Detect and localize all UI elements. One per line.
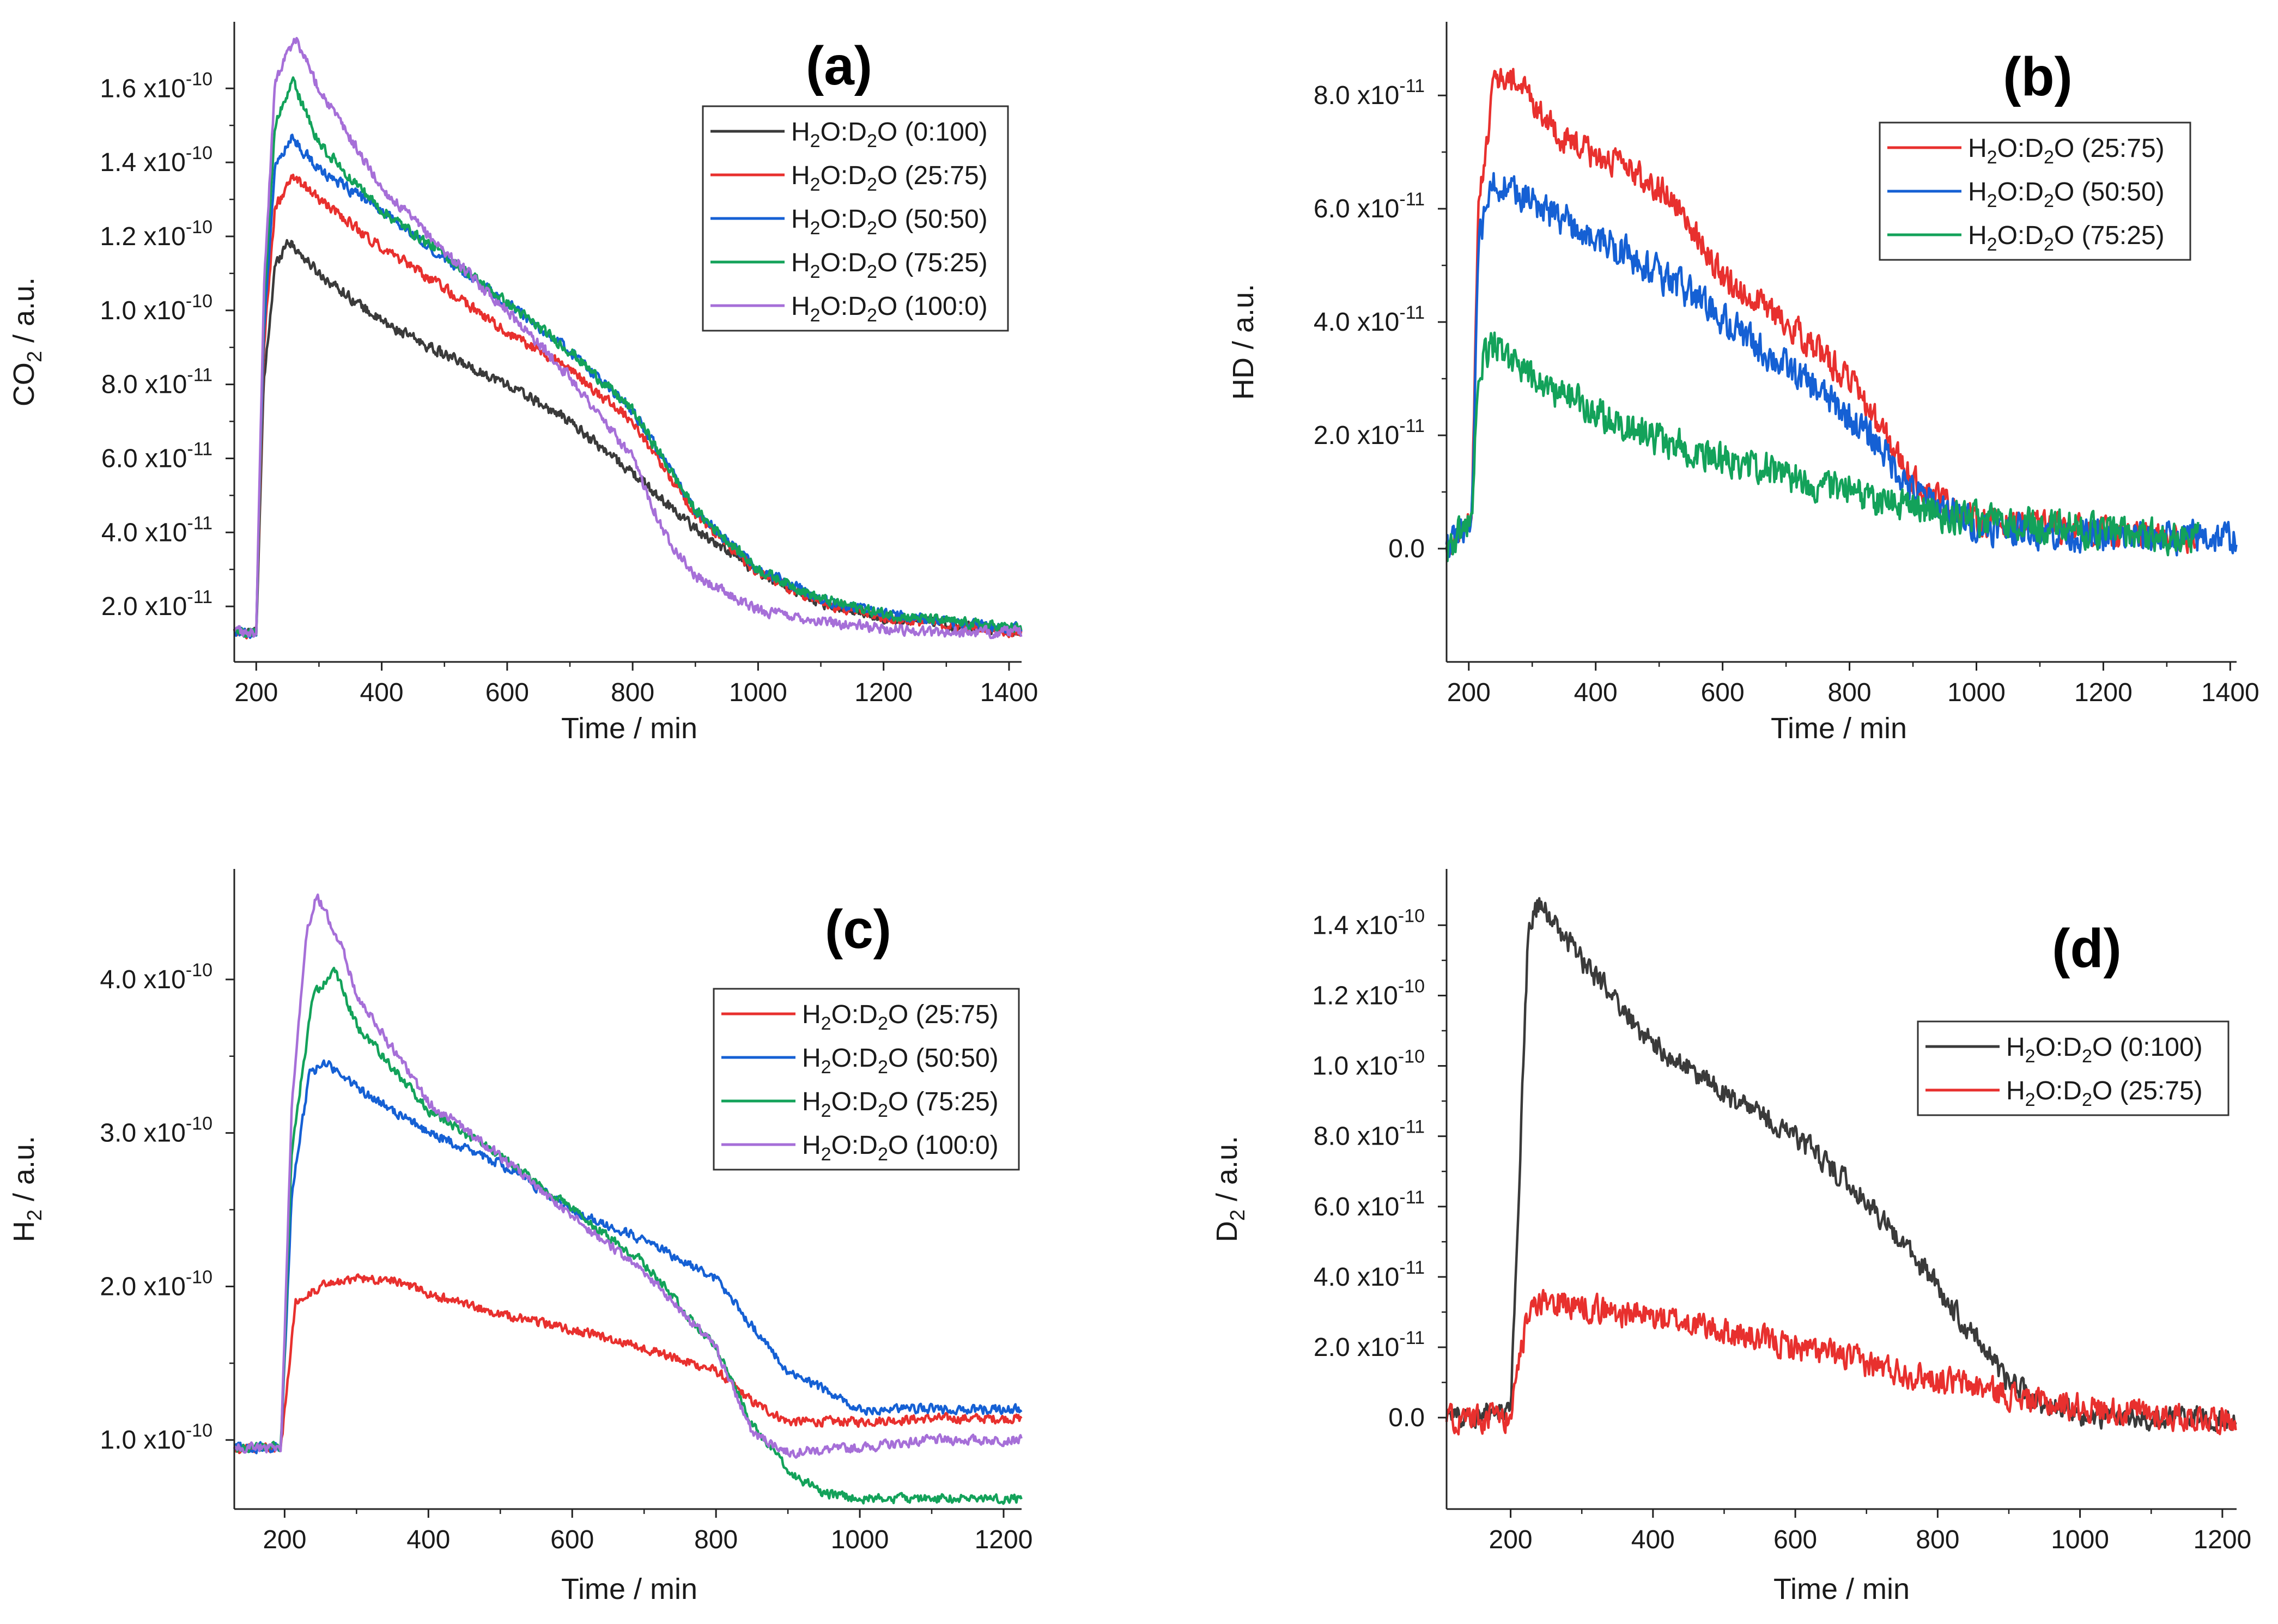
legend-label: H2O:D2O (100:0) bbox=[791, 292, 988, 326]
x-tick-label: 200 bbox=[263, 1525, 306, 1554]
panel-label-b: (b) bbox=[2003, 46, 2073, 107]
series-line-a-5 bbox=[233, 37, 1023, 640]
legend-label: H2O:D2O (0:100) bbox=[2006, 1033, 2203, 1067]
panel-label-a: (a) bbox=[806, 35, 872, 96]
y-axis-title: CO2 / a.u. bbox=[8, 277, 46, 406]
legend-label: H2O:D2O (50:50) bbox=[1968, 178, 2165, 211]
series-line-c-2 bbox=[233, 1059, 1023, 1455]
x-tick-label: 1000 bbox=[1947, 678, 2006, 707]
x-tick-label: 1200 bbox=[854, 678, 913, 707]
y-tick-label: 6.0 x10-11 bbox=[101, 439, 212, 473]
x-tick-label: 1400 bbox=[980, 678, 1038, 707]
series-line-c-3 bbox=[233, 966, 1023, 1505]
y-tick-label: 2.0 x10-11 bbox=[1314, 416, 1425, 450]
series-line-c-4 bbox=[233, 893, 1023, 1459]
y-tick-label: 4.0 x10-11 bbox=[1314, 302, 1425, 337]
y-tick-label: 1.0 x10-10 bbox=[100, 1420, 212, 1455]
x-tick-label: 1200 bbox=[975, 1525, 1033, 1554]
y-tick-label: 8.0 x10-11 bbox=[1314, 1117, 1425, 1151]
chart-panel-c: 200 400 600 800 1000 1200 1.0 x10-10 2.0 x10-10… bbox=[8, 869, 1032, 1605]
legend-label: H2O:D2O (50:50) bbox=[802, 1044, 999, 1078]
chart-panel-b: 200 400 600 800 1000 1200 1400 0.0 2.0 x10-11 4.0… bbox=[1227, 22, 2259, 745]
chart-panel-d: 200 400 600 800 1000 1200 0.0 2.0 x10-11 4.0 x10… bbox=[1211, 869, 2251, 1605]
x-tick-label: 800 bbox=[1916, 1525, 1959, 1554]
x-tick-label: 800 bbox=[1828, 678, 1872, 707]
x-axis-title: Time / min bbox=[561, 712, 697, 745]
legend-label: H2O:D2O (50:50) bbox=[791, 205, 988, 239]
y-tick-label: 6.0 x10-11 bbox=[1314, 189, 1425, 223]
x-tick-label: 200 bbox=[1447, 678, 1491, 707]
y-tick-label: 1.4 x10-10 bbox=[100, 143, 212, 177]
legend-label: H2O:D2O (25:75) bbox=[1968, 134, 2165, 168]
x-tick-label: 1000 bbox=[831, 1525, 889, 1554]
legend-box-d bbox=[1917, 1020, 2230, 1116]
y-tick-label: 4.0 x10-10 bbox=[100, 960, 212, 994]
x-tick-label: 800 bbox=[694, 1525, 738, 1554]
series-line-c-1 bbox=[233, 1273, 1023, 1455]
x-axis-title: Time / min bbox=[561, 1573, 697, 1605]
x-tick-label: 400 bbox=[406, 1525, 450, 1554]
x-axis-title: Time / min bbox=[1773, 1573, 1910, 1605]
x-tick-label: 1200 bbox=[2074, 678, 2133, 707]
y-tick-label: 1.4 x10-10 bbox=[1312, 905, 1425, 940]
x-tick-label: 1000 bbox=[729, 678, 787, 707]
y-axis-title: H2 / a.u. bbox=[8, 1136, 46, 1242]
legend-label: H2O:D2O (75:25) bbox=[791, 248, 988, 282]
y-tick-label: 4.0 x10-11 bbox=[1314, 1257, 1425, 1292]
x-tick-label: 1400 bbox=[2201, 678, 2259, 707]
x-tick-label: 200 bbox=[1489, 1525, 1533, 1554]
x-tick-label: 200 bbox=[234, 678, 278, 707]
x-tick-label: 400 bbox=[1631, 1525, 1675, 1554]
x-tick-label: 1200 bbox=[2193, 1525, 2251, 1554]
y-tick-label: 2.0 x10-11 bbox=[101, 587, 212, 621]
x-tick-label: 600 bbox=[485, 678, 529, 707]
x-tick-label: 600 bbox=[1701, 678, 1745, 707]
y-tick-label: 1.2 x10-10 bbox=[1312, 976, 1425, 1010]
y-tick-label: 1.2 x10-10 bbox=[100, 217, 212, 251]
legend-label: H2O:D2O (25:75) bbox=[2006, 1076, 2203, 1110]
y-tick-label: 1.0 x10-10 bbox=[1312, 1047, 1425, 1081]
x-tick-label: 400 bbox=[360, 678, 404, 707]
x-tick-label: 400 bbox=[1574, 678, 1618, 707]
legend-label: H2O:D2O (75:25) bbox=[802, 1087, 999, 1121]
y-tick-label: 0.0 bbox=[1388, 534, 1425, 563]
x-tick-label: 1000 bbox=[2051, 1525, 2109, 1554]
series-line-d-2 bbox=[1445, 1288, 2237, 1436]
series-line-a-4 bbox=[233, 76, 1023, 638]
y-tick-label: 8.0 x10-11 bbox=[101, 365, 212, 399]
legend-label: H2O:D2O (0:100) bbox=[791, 118, 988, 151]
x-tick-label: 600 bbox=[1773, 1525, 1817, 1554]
x-tick-label: 600 bbox=[550, 1525, 594, 1554]
legend-label: H2O:D2O (100:0) bbox=[802, 1131, 999, 1165]
y-tick-label: 1.0 x10-10 bbox=[100, 291, 212, 325]
y-tick-label: 3.0 x10-10 bbox=[100, 1114, 212, 1148]
y-tick-label: 6.0 x10-11 bbox=[1314, 1187, 1425, 1221]
y-tick-label: 2.0 x10-10 bbox=[100, 1267, 212, 1301]
y-tick-label: 0.0 bbox=[1388, 1403, 1425, 1432]
legend-label: H2O:D2O (25:75) bbox=[791, 161, 988, 195]
chart-panel-a: 200 400 600 800 1000 1200 1400 2.0 x10-11 4.0 x1… bbox=[8, 22, 1038, 745]
y-axis-title: D2 / a.u. bbox=[1211, 1136, 1249, 1242]
x-axis-title: Time / min bbox=[1771, 712, 1907, 745]
y-tick-label: 2.0 x10-11 bbox=[1314, 1328, 1425, 1362]
panel-label-c: (c) bbox=[825, 899, 891, 960]
y-tick-label: 4.0 x10-11 bbox=[101, 513, 212, 547]
legend-label: H2O:D2O (25:75) bbox=[802, 1000, 999, 1034]
y-tick-label: 8.0 x10-11 bbox=[1314, 76, 1425, 110]
panel-label-d: (d) bbox=[2052, 918, 2122, 979]
legend-box-c bbox=[713, 988, 1020, 1171]
y-tick-label: 1.6 x10-10 bbox=[100, 69, 212, 103]
legend-label: H2O:D2O (75:25) bbox=[1968, 221, 2165, 255]
y-axis-title: HD / a.u. bbox=[1227, 284, 1260, 400]
x-tick-label: 800 bbox=[611, 678, 654, 707]
series-line-b-3 bbox=[1445, 331, 2200, 563]
